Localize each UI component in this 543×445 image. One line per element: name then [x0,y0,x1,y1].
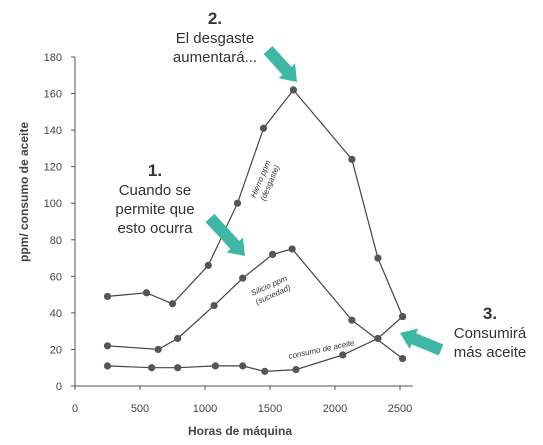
annotation-1-number: 1. [147,161,163,180]
data-point-hierro [259,124,268,132]
series-hierro [103,86,407,321]
series-label-line: consumo de aceite [288,338,356,361]
y-tick-label: 0 [56,381,62,393]
y-tick-label: 20 [50,344,62,356]
y-tick-label: 120 [44,162,62,174]
data-point-hierro [374,254,382,262]
series-label-hierro: Hierro ppm(desgaste) [249,159,282,203]
x-tick-label: 2500 [388,403,412,415]
data-point-consumo [148,364,156,372]
annotation-1-line-3: esto ocurra [117,220,193,237]
data-point-consumo [399,312,407,321]
annotation-1: 1. Cuando se permite que esto ocurra [100,160,210,238]
x-tick-label: 2000 [323,403,347,415]
data-point-hierro [233,199,242,207]
data-point-silicio [239,274,247,282]
data-point-silicio [269,250,277,258]
data-point-silicio [399,354,407,363]
annotation-3-line-2: más aceite [453,344,527,361]
arrows [205,45,444,356]
arrow-3 [400,328,444,356]
data-point-hierro [142,289,151,297]
data-point-silicio [348,316,356,324]
data-point-consumo [174,364,182,372]
data-point-hierro [103,292,112,301]
data-point-hierro [289,86,297,94]
data-point-consumo [211,362,219,370]
data-point-hierro [168,300,177,308]
arrow-2 [263,45,298,82]
annotation-2-line-1: El desgaste [175,30,255,47]
annotation-2-number: 2. [207,9,223,28]
data-point-silicio [210,301,218,310]
data-point-hierro [204,261,212,269]
annotation-3: 3. Consumirá más aceite [440,303,540,362]
y-tick-label: 80 [50,235,62,247]
x-tick-label: 1000 [193,403,217,415]
arrow-1 [205,213,245,257]
axes: 0 500 1000 1500 2000 2500 0 20 40 60 80 100 120 140 16… [44,52,413,415]
annotation-2-line-2: aumentará... [172,49,258,66]
data-point-consumo [261,367,269,375]
data-point-consumo [374,334,382,343]
data-point-consumo [103,362,112,370]
data-point-silicio [154,345,162,354]
x-tick-label: 1500 [258,403,282,415]
annotation-1-line-2: permite que [115,201,195,218]
y-tick-label: 180 [44,52,62,64]
series-line-hierro [107,88,404,317]
x-axis-title: Horas de máquina [188,424,292,438]
data-point-silicio [103,342,112,350]
annotation-1-line-1: Cuando se [118,182,192,199]
annotation-2: 2. El desgaste aumentará... [160,8,270,67]
data-point-consumo [292,365,300,374]
annotation-3-number: 3. [482,304,498,323]
series-label-silicio: Silicio ppm(suciedad) [249,274,292,307]
arrow-3-shape [400,328,444,356]
data-point-silicio [174,334,182,343]
y-tick-label: 40 [50,308,62,320]
series-label-consumo: consumo de aceite [288,338,356,361]
y-tick-label: 140 [44,125,62,137]
arrow-2-shape [263,45,298,82]
y-tick-label: 160 [44,89,62,101]
data-point-consumo [239,362,247,370]
series-line-consumo [107,316,403,373]
x-tick-label: 0 [72,403,78,415]
data-point-silicio [288,245,296,253]
data-point-consumo [339,351,347,359]
y-axis-title: ppm/ consumo de aceite [17,122,31,262]
annotation-3-line-1: Consumirá [453,325,527,342]
series-consumo [103,312,407,375]
series-line-silicio [107,248,403,360]
series-silicio [103,245,407,363]
y-tick-label: 100 [44,198,62,210]
data-point-hierro [348,155,356,163]
x-tick-label: 500 [131,403,149,415]
y-tick-label: 60 [50,271,62,283]
arrow-1-shape [205,213,245,257]
